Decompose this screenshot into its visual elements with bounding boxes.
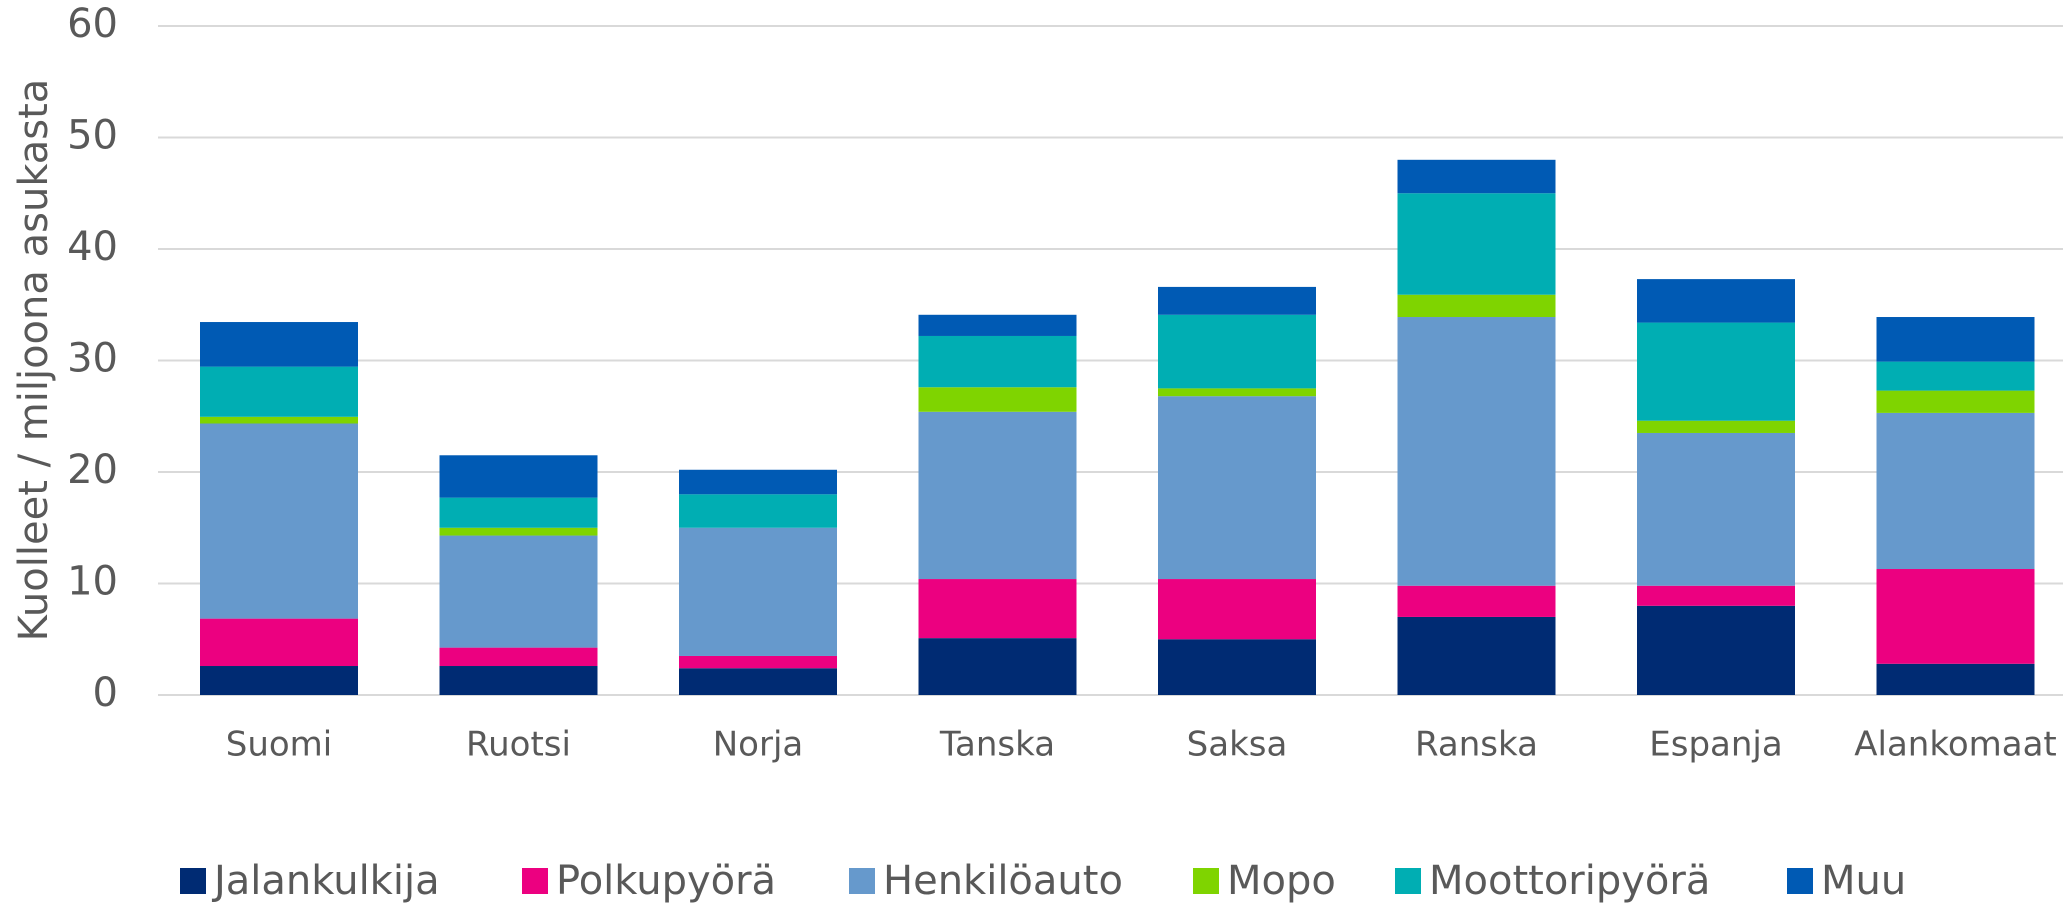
legend-label: Jalankulkija	[211, 858, 440, 904]
bar-segment	[1637, 585, 1795, 606]
bar-segment	[439, 527, 598, 536]
bar-segment	[439, 535, 598, 648]
legend-swatch	[1395, 868, 1421, 894]
bar-segment	[1158, 388, 1316, 397]
bar-segment	[1637, 322, 1795, 421]
legend-label: Moottoripyörä	[1429, 858, 1710, 904]
bar-segment	[918, 314, 1077, 336]
y-tick-label: 0	[93, 670, 118, 716]
legend-label: Mopo	[1227, 858, 1336, 904]
y-tick-label: 40	[67, 224, 118, 270]
bar-segment	[200, 416, 358, 424]
bar-segment	[439, 455, 598, 498]
bar-segment	[1158, 579, 1316, 640]
x-tick-label: Suomi	[226, 725, 333, 765]
bar-segment	[1876, 412, 2035, 570]
bar-segment	[918, 411, 1077, 580]
bar-segment	[918, 579, 1077, 639]
bar-segment	[918, 387, 1077, 412]
bar-segment	[679, 469, 837, 495]
legend-label: Muu	[1821, 858, 1906, 904]
x-tick-label: Espanja	[1649, 725, 1782, 765]
y-tick-label: 50	[67, 113, 118, 159]
y-tick-label: 20	[67, 447, 118, 493]
bar-segment	[200, 366, 358, 417]
x-tick-label: Ranska	[1415, 725, 1538, 765]
legend-swatch	[522, 868, 548, 894]
bar-segment	[200, 322, 358, 367]
x-tick-label: Saksa	[1187, 725, 1288, 765]
bar-segment	[439, 647, 598, 667]
bar-segment	[679, 668, 837, 695]
bar-segment	[200, 423, 358, 619]
legend-swatch	[849, 868, 875, 894]
x-tick-label: Tanska	[939, 725, 1055, 765]
bar-segment	[1158, 314, 1316, 389]
bar-segment	[679, 527, 837, 656]
y-tick-label: 30	[67, 336, 118, 382]
bar-segment	[1397, 616, 1556, 695]
bar-segment	[1876, 569, 2035, 664]
x-tick-label: Ruotsi	[466, 725, 571, 765]
bar-segment	[1876, 317, 2035, 362]
bar-segment	[1637, 279, 1795, 323]
x-tick-label: Norja	[713, 725, 804, 765]
bar-segment	[439, 497, 598, 528]
bar-segment	[679, 494, 837, 528]
y-axis-label: Kuolleet / miljoona asukasta	[11, 79, 57, 642]
bar-segment	[1397, 317, 1556, 586]
bar-segment	[1637, 605, 1795, 695]
bar-segment	[1158, 396, 1316, 580]
bar-segment	[1876, 390, 2035, 413]
bar-segment	[1397, 159, 1556, 194]
bar-segment	[1397, 585, 1556, 617]
bar-segment	[1397, 193, 1556, 295]
bar-segment	[1637, 432, 1795, 586]
bar-segment	[1397, 294, 1556, 318]
legend-swatch	[1787, 868, 1813, 894]
bar-segment	[200, 666, 358, 695]
legend-swatch	[180, 868, 206, 894]
bar-segment	[1876, 361, 2035, 391]
bar-segment	[1158, 639, 1316, 695]
x-tick-label: Alankomaat	[1854, 725, 2057, 765]
bar-segment	[1876, 663, 2035, 695]
bar-segment	[439, 666, 598, 695]
bar-segment	[918, 638, 1077, 695]
legend-label: Polkupyörä	[556, 858, 776, 904]
bar-segment	[918, 335, 1077, 388]
y-tick-label: 10	[67, 559, 118, 605]
bar-segment	[1637, 420, 1795, 433]
legend-swatch	[1193, 868, 1219, 894]
bar-segment	[200, 618, 358, 667]
legend-label: Henkilöauto	[883, 858, 1123, 904]
y-tick-label: 60	[67, 1, 118, 47]
bar-segment	[1158, 286, 1316, 315]
bar-segment	[679, 655, 837, 669]
